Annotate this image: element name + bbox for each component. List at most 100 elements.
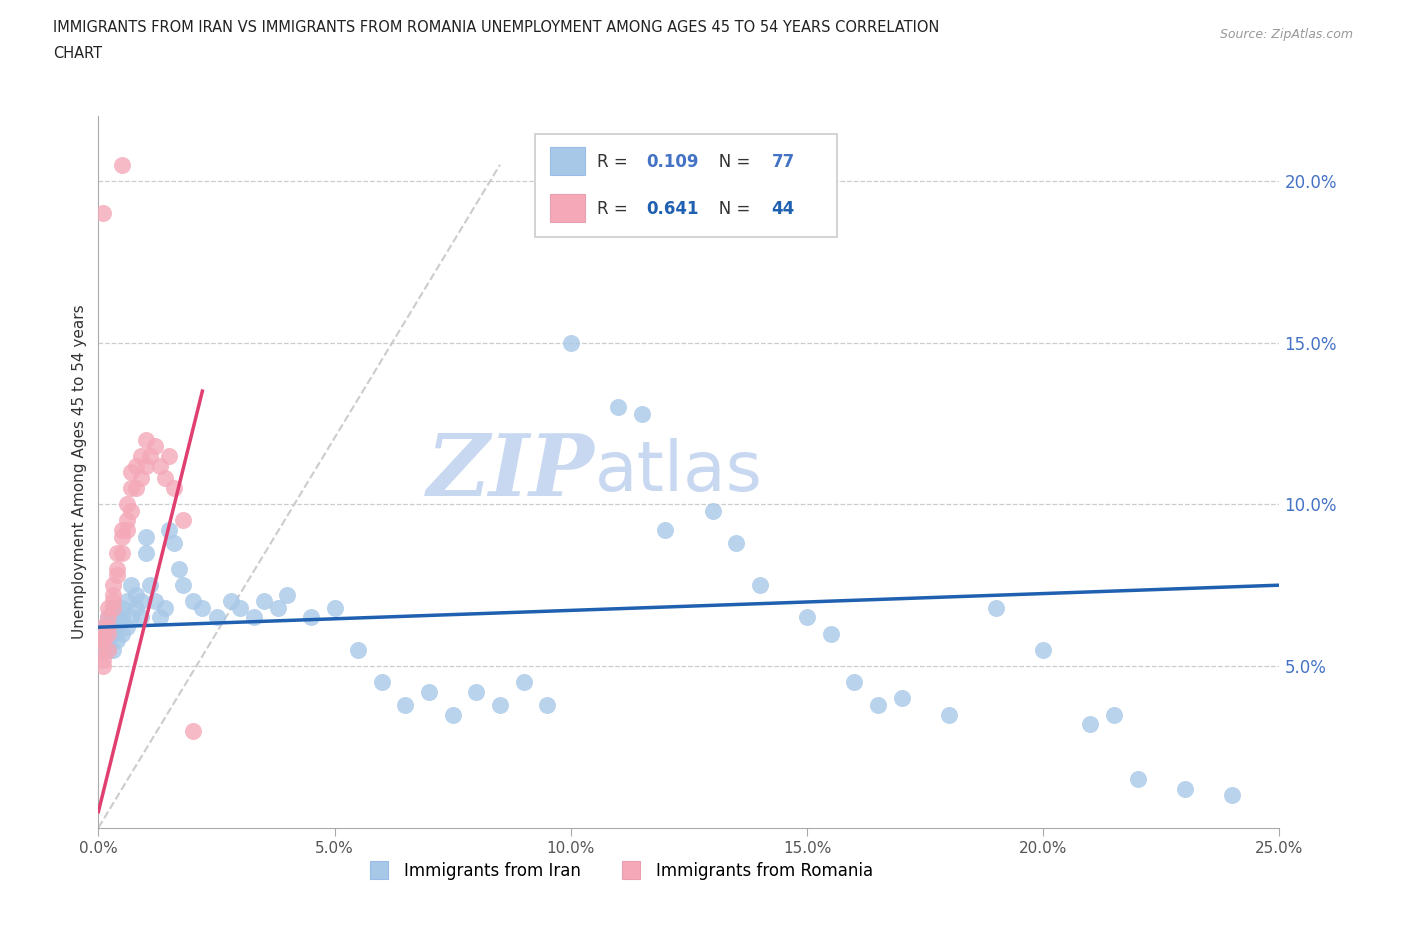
Point — [163, 481, 186, 496]
Text: N =: N = — [703, 200, 756, 219]
Point — [135, 458, 157, 473]
Point — [748, 578, 770, 592]
Point — [394, 698, 416, 712]
Point — [191, 601, 214, 616]
Text: 77: 77 — [772, 153, 794, 171]
Point — [101, 601, 124, 616]
Point — [91, 632, 114, 647]
Point — [172, 513, 194, 528]
Point — [97, 610, 120, 625]
Text: 0.109: 0.109 — [647, 153, 699, 171]
Point — [125, 481, 148, 496]
Point — [101, 588, 124, 603]
Point — [1080, 717, 1102, 732]
Point — [157, 448, 180, 463]
Point — [105, 632, 128, 647]
Point — [121, 610, 143, 625]
Point — [129, 594, 152, 609]
Point — [371, 675, 394, 690]
Point — [111, 523, 134, 538]
Point — [1220, 788, 1243, 803]
Point — [91, 658, 114, 673]
Point — [135, 432, 157, 447]
Point — [129, 610, 152, 625]
Point — [121, 578, 143, 592]
Point — [139, 448, 162, 463]
Point — [512, 675, 534, 690]
Point — [105, 617, 128, 631]
Point — [465, 684, 488, 699]
Point — [489, 698, 512, 712]
Point — [153, 601, 176, 616]
Point — [153, 471, 176, 485]
Text: Source: ZipAtlas.com: Source: ZipAtlas.com — [1219, 28, 1353, 41]
Point — [111, 610, 134, 625]
Text: R =: R = — [596, 200, 633, 219]
Point — [702, 503, 724, 518]
Point — [219, 594, 242, 609]
Point — [143, 594, 166, 609]
Point — [143, 439, 166, 454]
Point — [243, 610, 266, 625]
Point — [101, 619, 124, 634]
Point — [97, 643, 120, 658]
Point — [157, 523, 180, 538]
Text: 44: 44 — [772, 200, 794, 219]
Point — [91, 626, 114, 641]
Point — [91, 206, 114, 220]
Point — [139, 578, 162, 592]
Point — [91, 619, 114, 634]
Point — [418, 684, 440, 699]
Point — [560, 335, 582, 350]
Point — [121, 503, 143, 518]
Point — [101, 643, 124, 658]
Point — [125, 458, 148, 473]
Point — [91, 626, 114, 641]
Point — [91, 643, 114, 658]
Point — [866, 698, 889, 712]
Point — [111, 529, 134, 544]
Point — [111, 601, 134, 616]
Point — [115, 594, 138, 609]
Point — [984, 601, 1007, 616]
Point — [172, 578, 194, 592]
Point — [105, 562, 128, 577]
Point — [347, 643, 370, 658]
Point — [115, 497, 138, 512]
Point — [97, 632, 120, 647]
Bar — [550, 147, 585, 175]
Point — [91, 643, 114, 658]
Point — [630, 406, 652, 421]
Point — [1174, 781, 1197, 796]
Point — [129, 448, 152, 463]
Point — [299, 610, 322, 625]
Point — [149, 610, 172, 625]
Point — [97, 643, 120, 658]
Point — [111, 545, 134, 560]
Point — [536, 698, 558, 712]
Point — [125, 601, 148, 616]
Text: atlas: atlas — [595, 438, 762, 506]
Point — [97, 619, 120, 634]
Point — [105, 545, 128, 560]
Point — [97, 626, 120, 641]
Point — [121, 464, 143, 480]
Text: ZIP: ZIP — [426, 431, 595, 513]
Text: R =: R = — [596, 153, 633, 171]
Point — [115, 513, 138, 528]
Point — [796, 610, 818, 625]
Point — [97, 610, 120, 625]
Point — [229, 601, 252, 616]
Point — [101, 578, 124, 592]
Point — [115, 523, 138, 538]
Point — [101, 594, 124, 609]
Point — [115, 619, 138, 634]
Point — [149, 458, 172, 473]
Point — [441, 707, 464, 722]
Text: CHART: CHART — [53, 46, 103, 61]
Point — [135, 545, 157, 560]
Point — [129, 471, 152, 485]
Point — [725, 536, 748, 551]
Point — [323, 601, 346, 616]
Point — [1126, 772, 1149, 787]
